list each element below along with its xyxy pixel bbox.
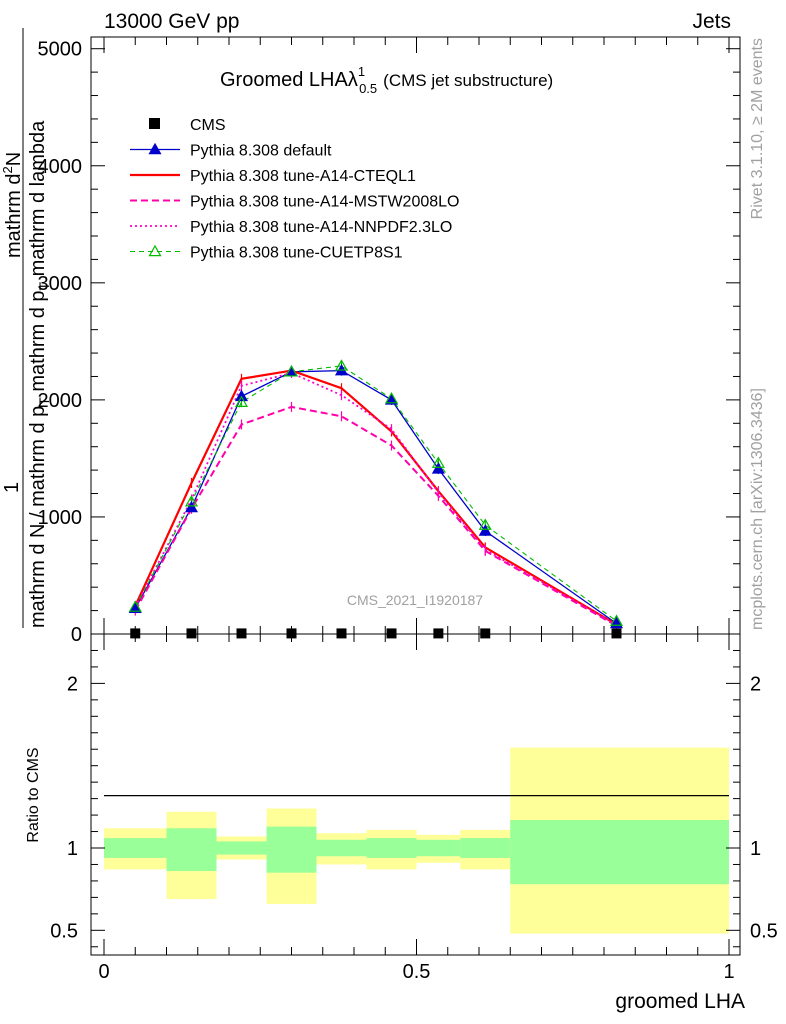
ratio-tick-label: 2 <box>67 673 78 695</box>
series-line <box>134 365 617 622</box>
chart-legend: CMS Pythia 8.308 default Pythia 8.308 tune… <box>130 117 459 262</box>
title-sup: 1 <box>358 64 365 79</box>
ratio-band-inner <box>460 838 511 858</box>
legend-entry-label: CMS <box>190 117 226 134</box>
ratio-tick-label-right: 2 <box>750 673 761 695</box>
y-tick-label: 1000 <box>38 507 83 529</box>
main-plot-frame <box>90 36 741 635</box>
cms-data-point <box>186 628 197 639</box>
cms-data-point <box>386 628 397 639</box>
rivet-label: Rivet 3.1.10, ≥ 2M events <box>749 38 766 219</box>
series-point <box>384 392 399 404</box>
series-line <box>134 372 617 626</box>
ratio-band-inner <box>316 839 367 857</box>
ratio-band-inner <box>104 838 167 858</box>
y-tick-label: 4000 <box>38 156 83 178</box>
series-point <box>184 495 199 507</box>
ratio-band-inner <box>416 839 461 857</box>
series-line <box>134 405 617 627</box>
ylabel-frac-line: mathrm d N / mathrm d pT mathrm d pT mat… <box>27 120 52 628</box>
series-markers <box>128 359 624 639</box>
cms-data-point <box>433 628 444 639</box>
title-sub: 0.5 <box>359 81 377 96</box>
y-tick-label: 0 <box>71 624 82 646</box>
legend-entry-label: Pythia 8.308 tune-A14-MSTW2008LO <box>190 194 459 211</box>
series-point <box>334 359 349 371</box>
legend-entry-label: Pythia 8.308 tune-CUETP8S1 <box>190 245 403 262</box>
ratio-band-inner <box>510 820 729 885</box>
chart-title: Groomed LHAλ1 0.5 (CMS jet substructure) <box>220 64 553 96</box>
ratio-tick-label: 1 <box>67 838 78 860</box>
ratio-plot-frame <box>90 633 741 956</box>
legend-entry-label: Pythia 8.308 default <box>190 143 332 160</box>
series-point <box>431 456 445 468</box>
ratio-tick-label: 0.5 <box>50 920 78 942</box>
ratio-tick-label-right: 1 <box>750 838 761 860</box>
series-line <box>134 369 618 626</box>
header-jets-label: Jets <box>692 10 731 33</box>
series-point <box>128 600 142 612</box>
ratio-axis-ticks: 0.5 0.5 1 1 2 2 <box>50 649 778 948</box>
ratio-tick-label-right: 0.5 <box>750 920 778 942</box>
main-axis-ticks: 0 1000 2000 3000 4000 5000 <box>38 39 740 646</box>
x-tick-label: 0 <box>98 961 109 983</box>
legend-marker <box>148 142 162 155</box>
analysis-watermark: CMS_2021_I1920187 <box>347 592 483 608</box>
ratio-band-inner <box>216 841 267 855</box>
series-point <box>478 518 492 530</box>
series-point <box>478 524 492 536</box>
ratio-band-inner <box>166 828 217 872</box>
series-point <box>284 365 299 377</box>
cms-data-point <box>480 628 491 639</box>
title-lambda: λ <box>348 69 358 91</box>
ratio-uncertainty-bands <box>104 747 729 934</box>
legend-entry-label: Pythia 8.308 tune-A14-CTEQL1 <box>190 168 416 185</box>
mcplots-label: mcplots.cern.ch [arXiv:1306.3436] <box>749 388 766 630</box>
series-point <box>609 614 624 626</box>
y-tick-label: 3000 <box>38 273 83 295</box>
x-tick-label: 0.5 <box>403 961 431 983</box>
header-energy-label: 13000 GeV pp <box>104 10 239 33</box>
ratio-band-inner <box>266 826 317 873</box>
ratio-y-label: Ratio to CMS <box>25 747 42 842</box>
cms-data-point <box>130 628 141 639</box>
legend-marker <box>148 244 162 257</box>
cms-data-point <box>611 628 622 639</box>
legend-marker-cms <box>149 118 160 129</box>
y-tick-label: 2000 <box>38 390 83 412</box>
legend-entry-label: Pythia 8.308 tune-A14-NNPDF2.3LO <box>190 219 452 236</box>
series-lines <box>134 360 618 631</box>
ylabel-top: mathrm d2N <box>0 152 25 258</box>
series-point <box>234 395 249 407</box>
series-point <box>184 500 199 513</box>
title-main: Groomed LHA <box>220 69 348 91</box>
x-axis-ticks: 0 0.5 1 <box>98 37 735 983</box>
cms-data-point <box>286 628 297 639</box>
cms-data-point <box>236 628 247 639</box>
series-point <box>431 462 445 474</box>
title-note: (CMS jet substructure) <box>383 71 553 90</box>
cms-data-point <box>336 628 347 639</box>
y-axis-label: mathrm d N / mathrm d pT mathrm d pT mat… <box>0 28 52 628</box>
ratio-band-inner <box>366 838 417 858</box>
y-tick-label: 5000 <box>38 39 83 61</box>
x-axis-label: groomed LHA <box>615 990 745 1013</box>
x-tick-label: 1 <box>723 961 734 983</box>
ylabel-one: 1 <box>1 482 23 493</box>
